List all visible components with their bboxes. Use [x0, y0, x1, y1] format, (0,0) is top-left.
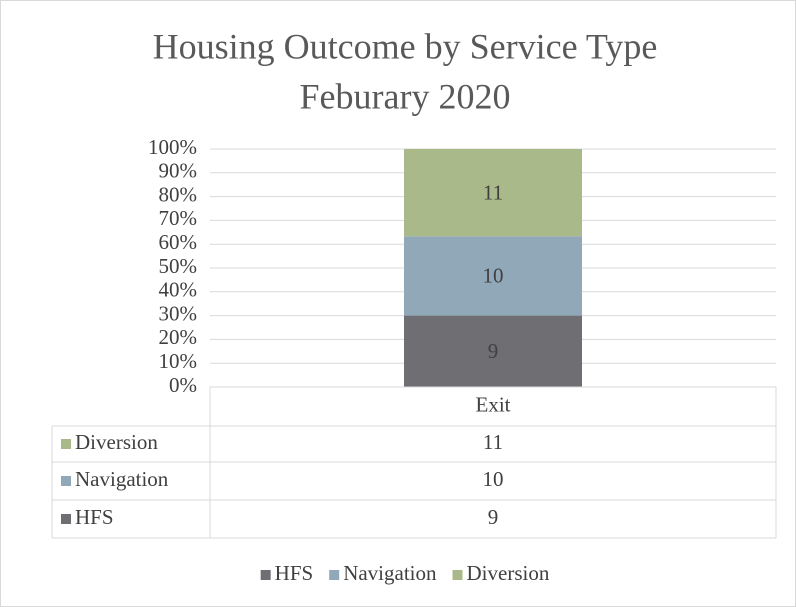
data-label: 11	[483, 180, 503, 204]
table-row-label: HFS	[75, 505, 114, 529]
table-cell: 9	[488, 505, 499, 529]
legend-key	[260, 570, 271, 580]
table-header: Exit	[476, 392, 511, 416]
bar-segment	[404, 315, 582, 387]
data-label: 10	[483, 264, 504, 288]
table-cell: 11	[483, 430, 503, 454]
data-label: 9	[488, 339, 499, 363]
table-legend-key	[61, 439, 71, 449]
y-tick-label: 50%	[159, 254, 198, 278]
y-tick-label: 90%	[159, 159, 198, 183]
legend-key	[329, 570, 340, 580]
legend-label: Navigation	[343, 561, 437, 585]
bar-segment	[404, 149, 582, 237]
table-legend-key	[61, 514, 71, 524]
chart-subtitle: Feburary 2020	[300, 76, 511, 116]
table-legend-key	[61, 476, 71, 486]
chart-title: Housing Outcome by Service Type	[153, 26, 658, 66]
bar-segment	[404, 236, 582, 316]
table-cell: 10	[483, 467, 504, 491]
legend-key	[452, 570, 463, 580]
table-row-label: Navigation	[75, 467, 169, 491]
y-tick-label: 60%	[159, 230, 198, 254]
y-tick-label: 100%	[148, 135, 197, 159]
y-tick-label: 0%	[169, 373, 197, 397]
y-tick-label: 80%	[159, 182, 198, 206]
y-tick-label: 40%	[159, 278, 198, 302]
legend-label: HFS	[275, 561, 314, 585]
y-tick-label: 70%	[159, 206, 198, 230]
table-row-label: Diversion	[75, 430, 158, 454]
y-tick-label: 10%	[159, 349, 198, 373]
y-tick-label: 30%	[159, 301, 198, 325]
legend-label: Diversion	[467, 561, 550, 585]
y-tick-label: 20%	[159, 325, 198, 349]
